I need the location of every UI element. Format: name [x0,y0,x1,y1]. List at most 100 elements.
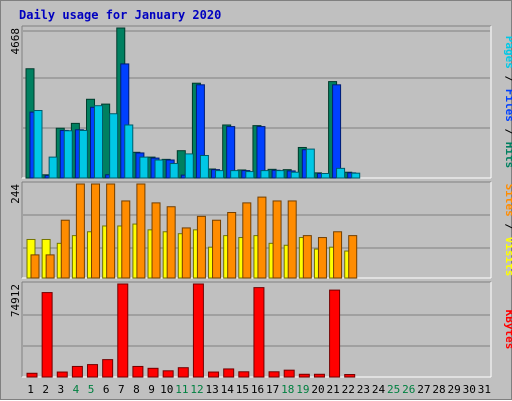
bar-pages-day-2 [48,156,58,179]
bar-kbytes-day-15 [238,371,250,378]
bar-pages-day-5 [94,105,104,179]
bar-pages-day-12 [199,155,209,179]
bar-sites-day-20 [317,237,327,279]
bar-sites-day-6 [106,183,116,279]
x-tick-label: 12 [190,383,203,396]
bar-pages-day-10 [169,163,179,179]
bar-sites-day-17 [272,200,282,279]
legend-part: KBytes [503,310,512,350]
ymax-label: 4668 [9,28,22,55]
bar-kbytes-day-5 [87,364,99,378]
bar-kbytes-day-12 [192,283,204,378]
x-tick-label: 18 [281,383,294,396]
x-tick-label: 27 [417,383,430,396]
bar-sites-day-5 [91,183,101,279]
ymax-label: 74912 [9,284,22,317]
bar-kbytes-day-8 [132,365,144,378]
x-tick-label: 2 [42,383,49,396]
bar-kbytes-day-21 [329,289,341,378]
x-tick-label: 21 [327,383,340,396]
x-tick-label: 9 [148,383,155,396]
chart-title: Daily usage for January 2020 [19,8,221,22]
bar-kbytes-day-10 [162,370,174,378]
x-tick-label: 24 [372,383,386,396]
bar-kbytes-day-4 [71,365,83,378]
bar-kbytes-day-6 [102,359,114,378]
bar-kbytes-day-13 [208,371,220,378]
bar-kbytes-day-22 [344,374,356,378]
x-tick-label: 7 [118,383,125,396]
bar-kbytes-day-3 [56,371,68,378]
bar-pages-day-13 [215,170,225,179]
bar-pages-day-14 [230,170,240,179]
x-tick-label: 19 [296,383,309,396]
bar-pages-day-18 [290,171,300,179]
panel-hits-files-pages: 4668 Pages / Files / Hits [9,25,512,179]
bar-sites-day-16 [257,196,267,279]
series-legend: Pages / Files / Hits [503,36,512,169]
legend-part: / [503,217,512,237]
bar-sites-day-1 [30,254,40,279]
bar-sites-day-13 [212,219,222,279]
bar-pages-day-20 [320,173,330,179]
legend-part: Hits [503,142,512,169]
x-tick-label: 15 [236,383,249,396]
bar-pages-day-4 [78,129,88,179]
bar-kbytes-day-7 [117,283,129,378]
bar-kbytes-day-18 [283,369,295,378]
bar-kbytes-day-19 [298,373,310,378]
legend-part: / [503,122,512,142]
x-tick-label: 1 [27,383,34,396]
x-tick-label: 31 [478,383,491,396]
bar-sites-day-7 [121,200,131,279]
x-tick-label: 30 [463,383,476,396]
bar-pages-day-1 [33,110,43,179]
bar-kbytes-day-9 [147,367,159,378]
x-tick-label: 26 [402,383,415,396]
x-tick-label: 23 [357,383,370,396]
bar-sites-day-22 [348,235,358,279]
x-tick-label: 4 [73,383,80,396]
legend-part: Sites [503,184,512,217]
bar-kbytes-day-16 [253,287,265,378]
bar-pages-day-8 [139,156,149,179]
x-tick-label: 16 [251,383,264,396]
bar-sites-day-8 [136,183,146,279]
bar-sites-day-4 [75,183,85,279]
x-tick-label: 25 [387,383,400,396]
bar-files-day-21 [332,84,342,179]
panel-kbytes: 74912 KBytes [9,281,512,378]
bar-sites-day-3 [60,219,70,279]
bar-pages-day-6 [109,113,119,179]
x-tick-label: 13 [205,383,218,396]
x-tick-label: 29 [448,383,461,396]
bar-kbytes-day-17 [268,371,280,378]
x-tick-label: 20 [311,383,324,396]
bar-pages-day-17 [275,170,285,179]
bar-pages-day-21 [336,167,346,179]
x-tick-label: 3 [58,383,65,396]
x-tick-label: 28 [432,383,445,396]
bar-sites-day-14 [227,212,237,279]
x-tick-label: 8 [133,383,140,396]
legend-part: / [503,69,512,89]
bar-kbytes-day-1 [26,372,38,378]
bar-kbytes-day-20 [313,373,325,378]
panel-visits-sites: 244 Sites / Visits [9,181,512,279]
bar-sites-day-10 [166,206,176,279]
legend-part: Files [503,89,512,122]
bar-pages-day-16 [260,170,270,179]
bar-pages-day-15 [245,171,255,179]
bar-pages-day-7 [124,124,134,179]
bar-kbytes-day-2 [41,292,53,378]
x-tick-label: 22 [342,383,355,396]
bar-sites-day-18 [287,200,297,279]
legend-part: Visits [503,237,512,277]
bar-sites-day-9 [151,202,161,279]
series-legend: KBytes [503,310,512,350]
ymax-label: 244 [9,184,22,204]
bar-sites-day-2 [45,254,55,279]
bar-kbytes-day-11 [177,367,189,378]
